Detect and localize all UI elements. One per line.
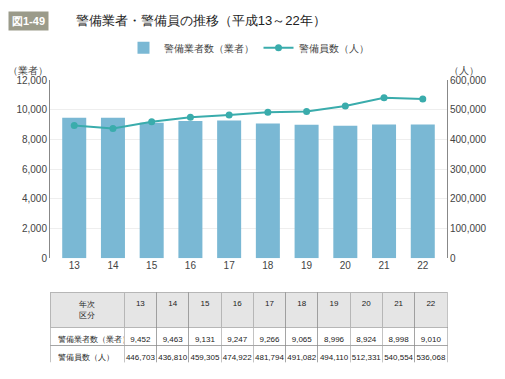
svg-text:19: 19 [330,299,339,308]
svg-text:446,703: 446,703 [126,353,155,362]
svg-text:警備員数（人）: 警備員数（人） [58,353,114,362]
svg-text:600,000: 600,000 [450,75,487,86]
svg-text:10,000: 10,000 [16,104,47,115]
svg-text:9,463: 9,463 [163,335,184,344]
svg-text:200,000: 200,000 [450,193,487,204]
svg-text:9,266: 9,266 [259,335,280,344]
svg-text:12,000: 12,000 [16,75,47,86]
svg-text:474,922: 474,922 [223,353,252,362]
svg-text:14: 14 [107,260,119,271]
svg-text:18: 18 [262,260,274,271]
svg-text:17: 17 [224,260,236,271]
svg-text:500,000: 500,000 [450,104,487,115]
svg-text:300,000: 300,000 [450,164,487,175]
svg-text:536,068: 536,068 [416,353,445,362]
svg-text:22: 22 [417,260,429,271]
svg-text:15: 15 [200,299,209,308]
svg-text:100,000: 100,000 [450,223,487,234]
svg-text:18: 18 [297,299,306,308]
svg-text:0: 0 [41,253,47,264]
svg-text:8,998: 8,998 [389,335,410,344]
svg-text:14: 14 [168,299,177,308]
svg-text:491,082: 491,082 [287,353,316,362]
svg-text:400,000: 400,000 [450,134,487,145]
svg-text:459,305: 459,305 [190,353,219,362]
svg-text:21: 21 [378,260,390,271]
svg-text:図1-49: 図1-49 [12,15,45,27]
svg-text:4,000: 4,000 [22,193,47,204]
svg-text:警備員数（人）: 警備員数（人） [299,43,369,54]
svg-text:512,331: 512,331 [352,353,381,362]
svg-text:436,810: 436,810 [158,353,187,362]
svg-text:22: 22 [426,299,435,308]
svg-text:0: 0 [450,253,456,264]
svg-text:9,131: 9,131 [195,335,216,344]
svg-text:（業者）: （業者） [8,65,48,76]
svg-text:8,924: 8,924 [356,335,377,344]
svg-text:19: 19 [301,260,313,271]
svg-text:21: 21 [394,299,403,308]
svg-text:警備業者数（業者）: 警備業者数（業者） [164,43,254,54]
svg-text:警備業者・警備員の推移（平成13～22年）: 警備業者・警備員の推移（平成13～22年） [76,13,326,28]
svg-text:15: 15 [146,260,158,271]
svg-text:20: 20 [362,299,371,308]
svg-text:13: 13 [136,299,145,308]
svg-text:2,000: 2,000 [22,223,47,234]
svg-text:8,000: 8,000 [22,134,47,145]
svg-text:9,452: 9,452 [130,335,151,344]
svg-text:6,000: 6,000 [22,164,47,175]
svg-text:17: 17 [265,299,274,308]
svg-text:13: 13 [69,260,81,271]
svg-text:540,554: 540,554 [384,353,413,362]
svg-text:警備業者数（業者）: 警備業者数（業者） [58,335,125,344]
svg-text:9,065: 9,065 [292,335,313,344]
svg-text:9,010: 9,010 [421,335,442,344]
svg-text:（人）: （人） [449,65,479,76]
svg-text:16: 16 [185,260,197,271]
svg-text:16: 16 [233,299,242,308]
svg-text:年次区分: 年次区分 [79,300,95,319]
svg-text:8,996: 8,996 [324,335,345,344]
svg-text:9,247: 9,247 [227,335,248,344]
svg-text:494,110: 494,110 [320,353,349,362]
svg-text:481,794: 481,794 [255,353,284,362]
svg-text:20: 20 [340,260,352,271]
